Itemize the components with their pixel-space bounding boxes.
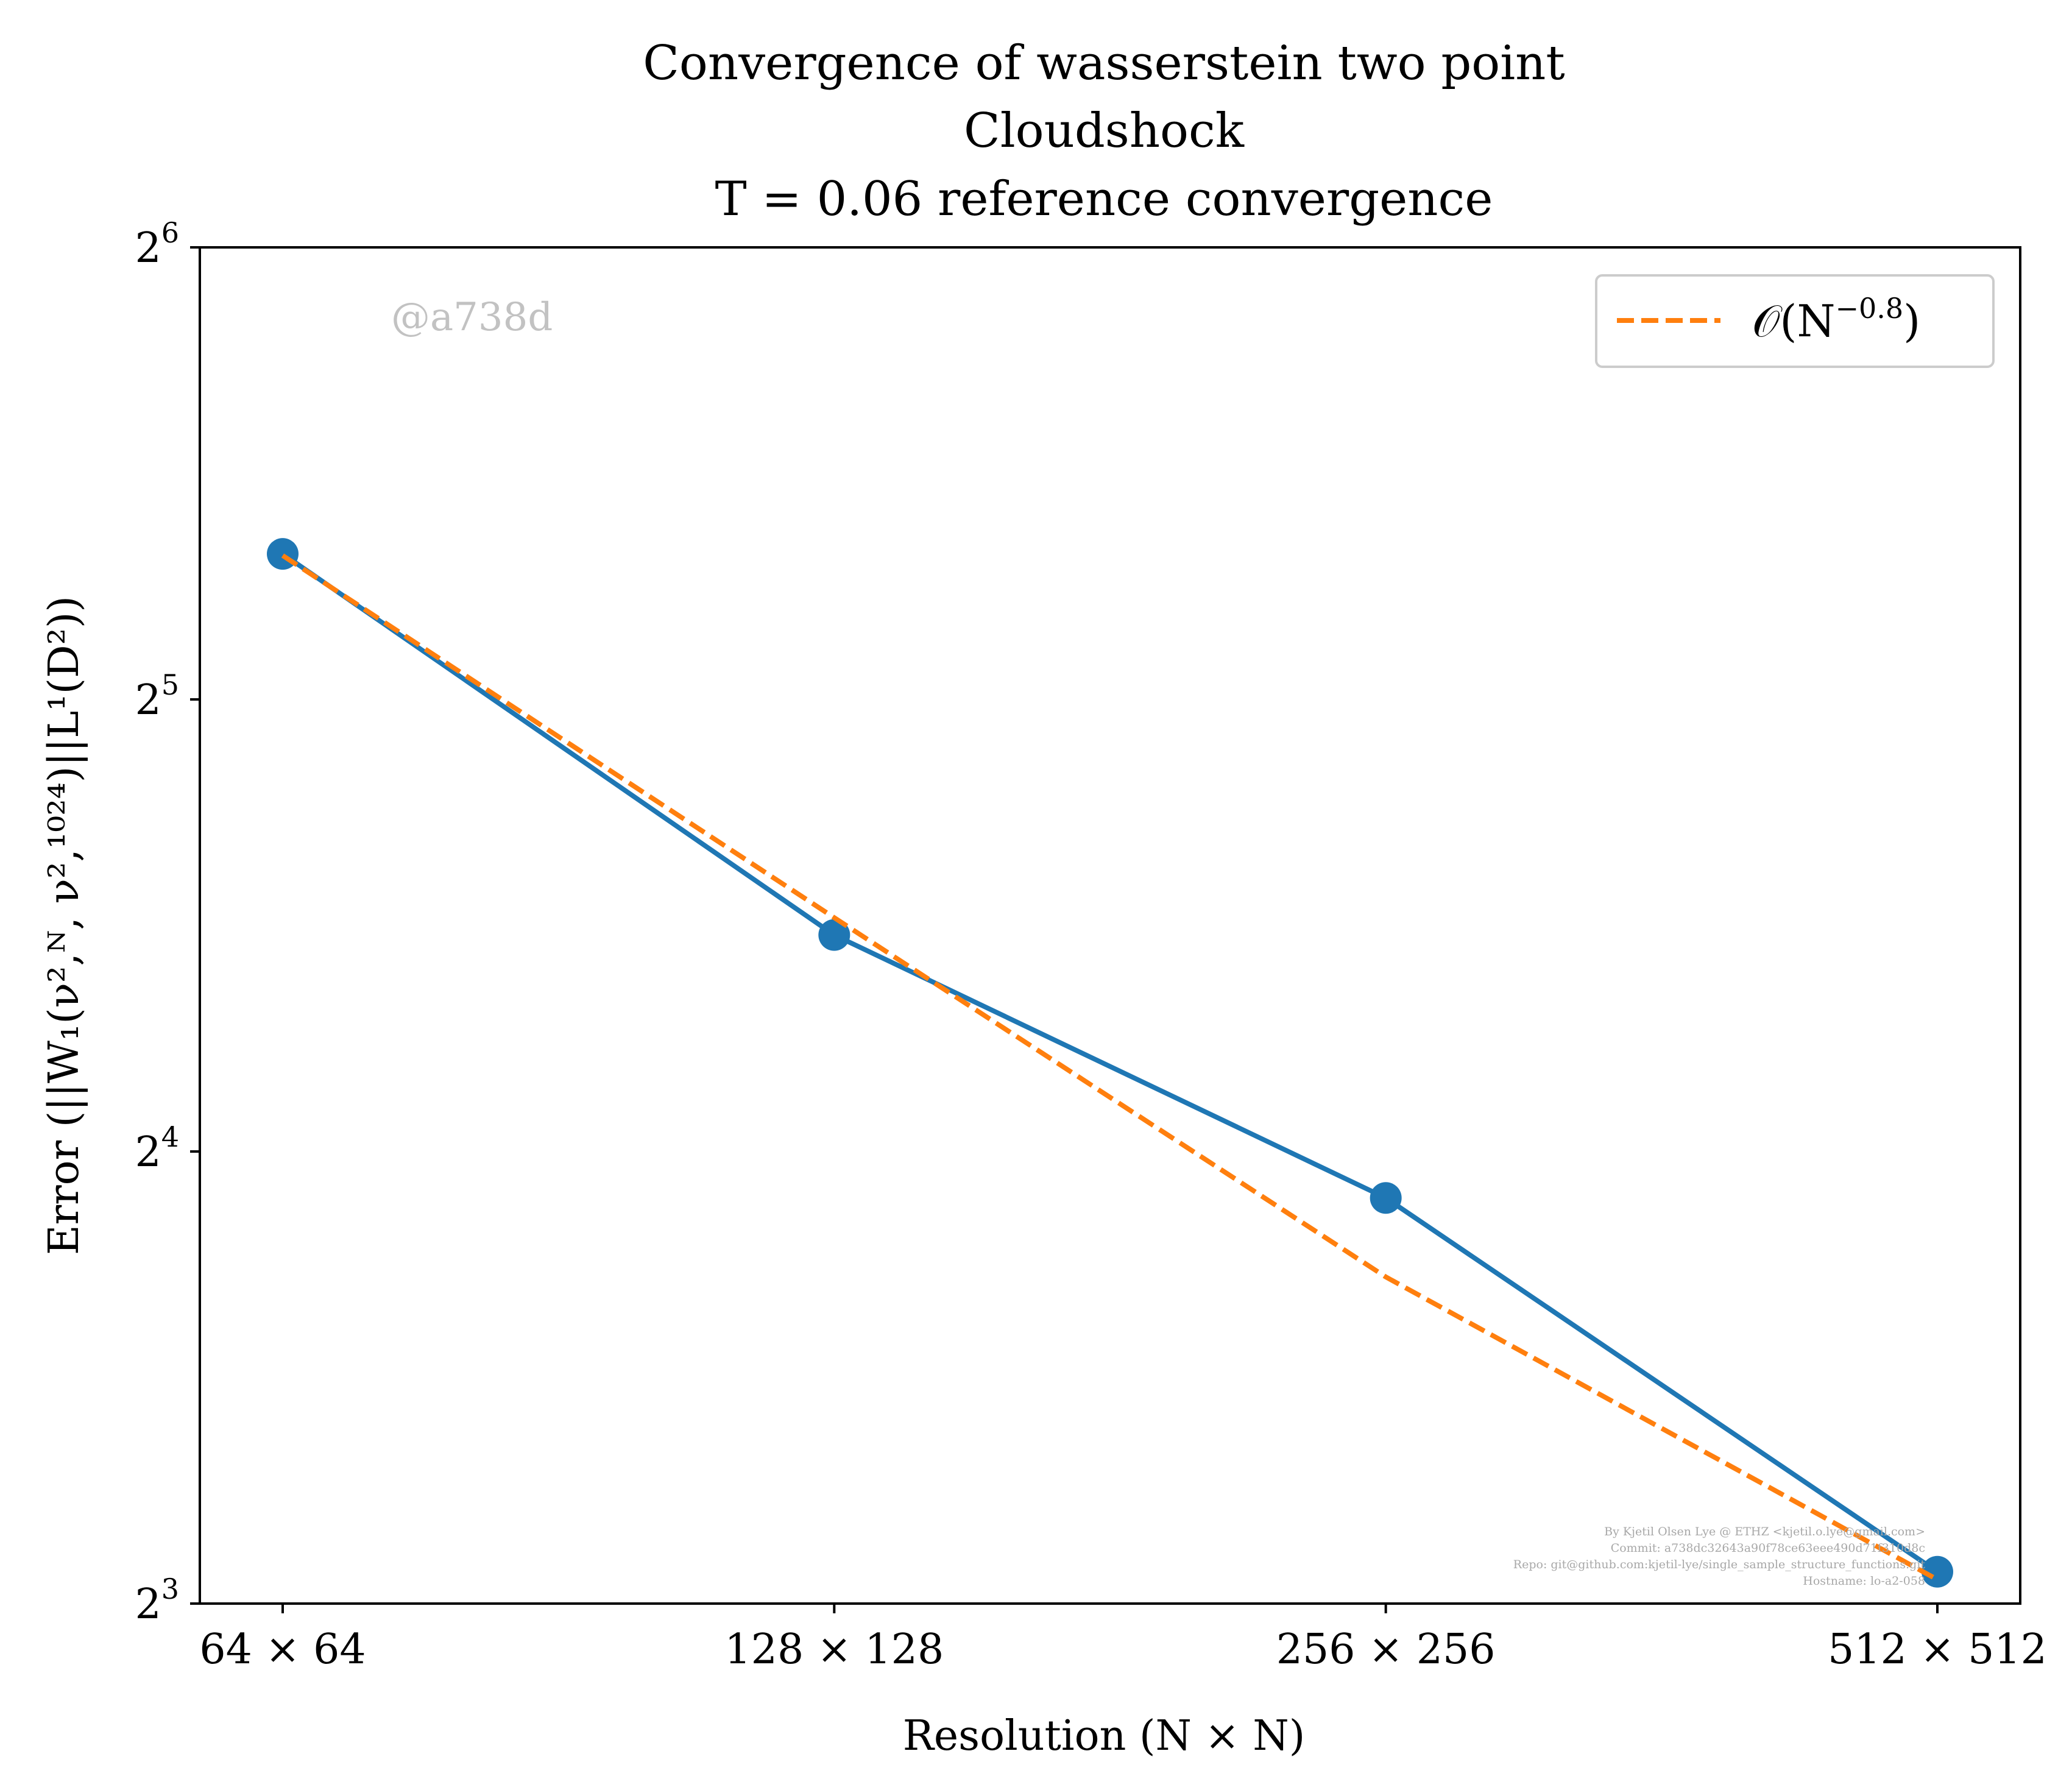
series-point-0-2 (1370, 1182, 1402, 1214)
legend-label-reference: 𝒪(N−0.8) (1752, 292, 1920, 347)
x-tick-label-3: 512 × 512 (1828, 1626, 2047, 1674)
legend-box (1595, 274, 1995, 368)
x-axis-ticks: 64 × 64 128 × 128 256 × 256 512 × 512 (199, 1604, 2047, 1674)
credit-line-1: By Kjetil Olsen Lye @ ETHZ <kjetil.o.lye… (1604, 1525, 1925, 1538)
y-tick-label-2: 25 (135, 668, 179, 724)
y-tick-label-exp-2: 5 (161, 668, 179, 701)
series-layer (267, 538, 1953, 1588)
y-tick-label-exp-1: 4 (161, 1120, 179, 1153)
legend: 𝒪(N−0.8) (1595, 274, 1995, 368)
y-tick-label-exp-0: 3 (161, 1572, 179, 1605)
credit-line-2: Commit: a738dc32643a90f78ce63eee490d71f3… (1611, 1541, 1925, 1555)
y-tick-label-base-3: 2 (135, 224, 161, 272)
y-tick-label-base-1: 2 (135, 1128, 161, 1176)
watermark: @a738d (391, 295, 553, 340)
x-tick-label-0: 64 × 64 (199, 1626, 366, 1674)
series-line-0 (281, 551, 1939, 1574)
y-tick-label-base-2: 2 (135, 676, 161, 724)
credit-block: By Kjetil Olsen Lye @ ETHZ <kjetil.o.lye… (1513, 1525, 1926, 1588)
chart-title-line-3: T = 0.06 reference convergence (715, 172, 1493, 227)
x-tick-label-1: 128 × 128 (724, 1626, 944, 1674)
y-axis-label: Error (||W₁(ν²,ᴺ, ν²,¹⁰²⁴)||L¹(D²)) (40, 596, 88, 1255)
legend-label-close: ) (1903, 295, 1920, 347)
series-point-0-3 (1922, 1555, 1953, 1588)
x-axis-label: Resolution (N × N) (903, 1712, 1306, 1760)
y-tick-label-base-0: 2 (135, 1580, 161, 1629)
credit-line-3: Repo: git@github.com:kjetil-lye/single_s… (1513, 1558, 1926, 1571)
y-tick-label-0: 23 (135, 1572, 179, 1629)
chart-title-line-2: Cloudshock (964, 104, 1245, 158)
series-line-1 (281, 553, 1939, 1582)
y-tick-label-exp-3: 6 (161, 216, 179, 249)
y-tick-label-1: 24 (135, 1120, 179, 1176)
y-tick-label-3: 26 (135, 216, 179, 272)
legend-label-exponent: −0.8 (1835, 292, 1903, 325)
credit-line-4: Hostname: lo-a2-058 (1803, 1574, 1925, 1588)
legend-label-main: 𝒪(N (1752, 295, 1835, 347)
series-point-0-1 (818, 919, 850, 951)
plot-area (199, 246, 2021, 1605)
chart-title: Convergence of wasserstein two point Clo… (643, 36, 1565, 227)
chart-title-line-1: Convergence of wasserstein two point (643, 36, 1565, 91)
x-tick-label-2: 256 × 256 (1276, 1626, 1496, 1674)
